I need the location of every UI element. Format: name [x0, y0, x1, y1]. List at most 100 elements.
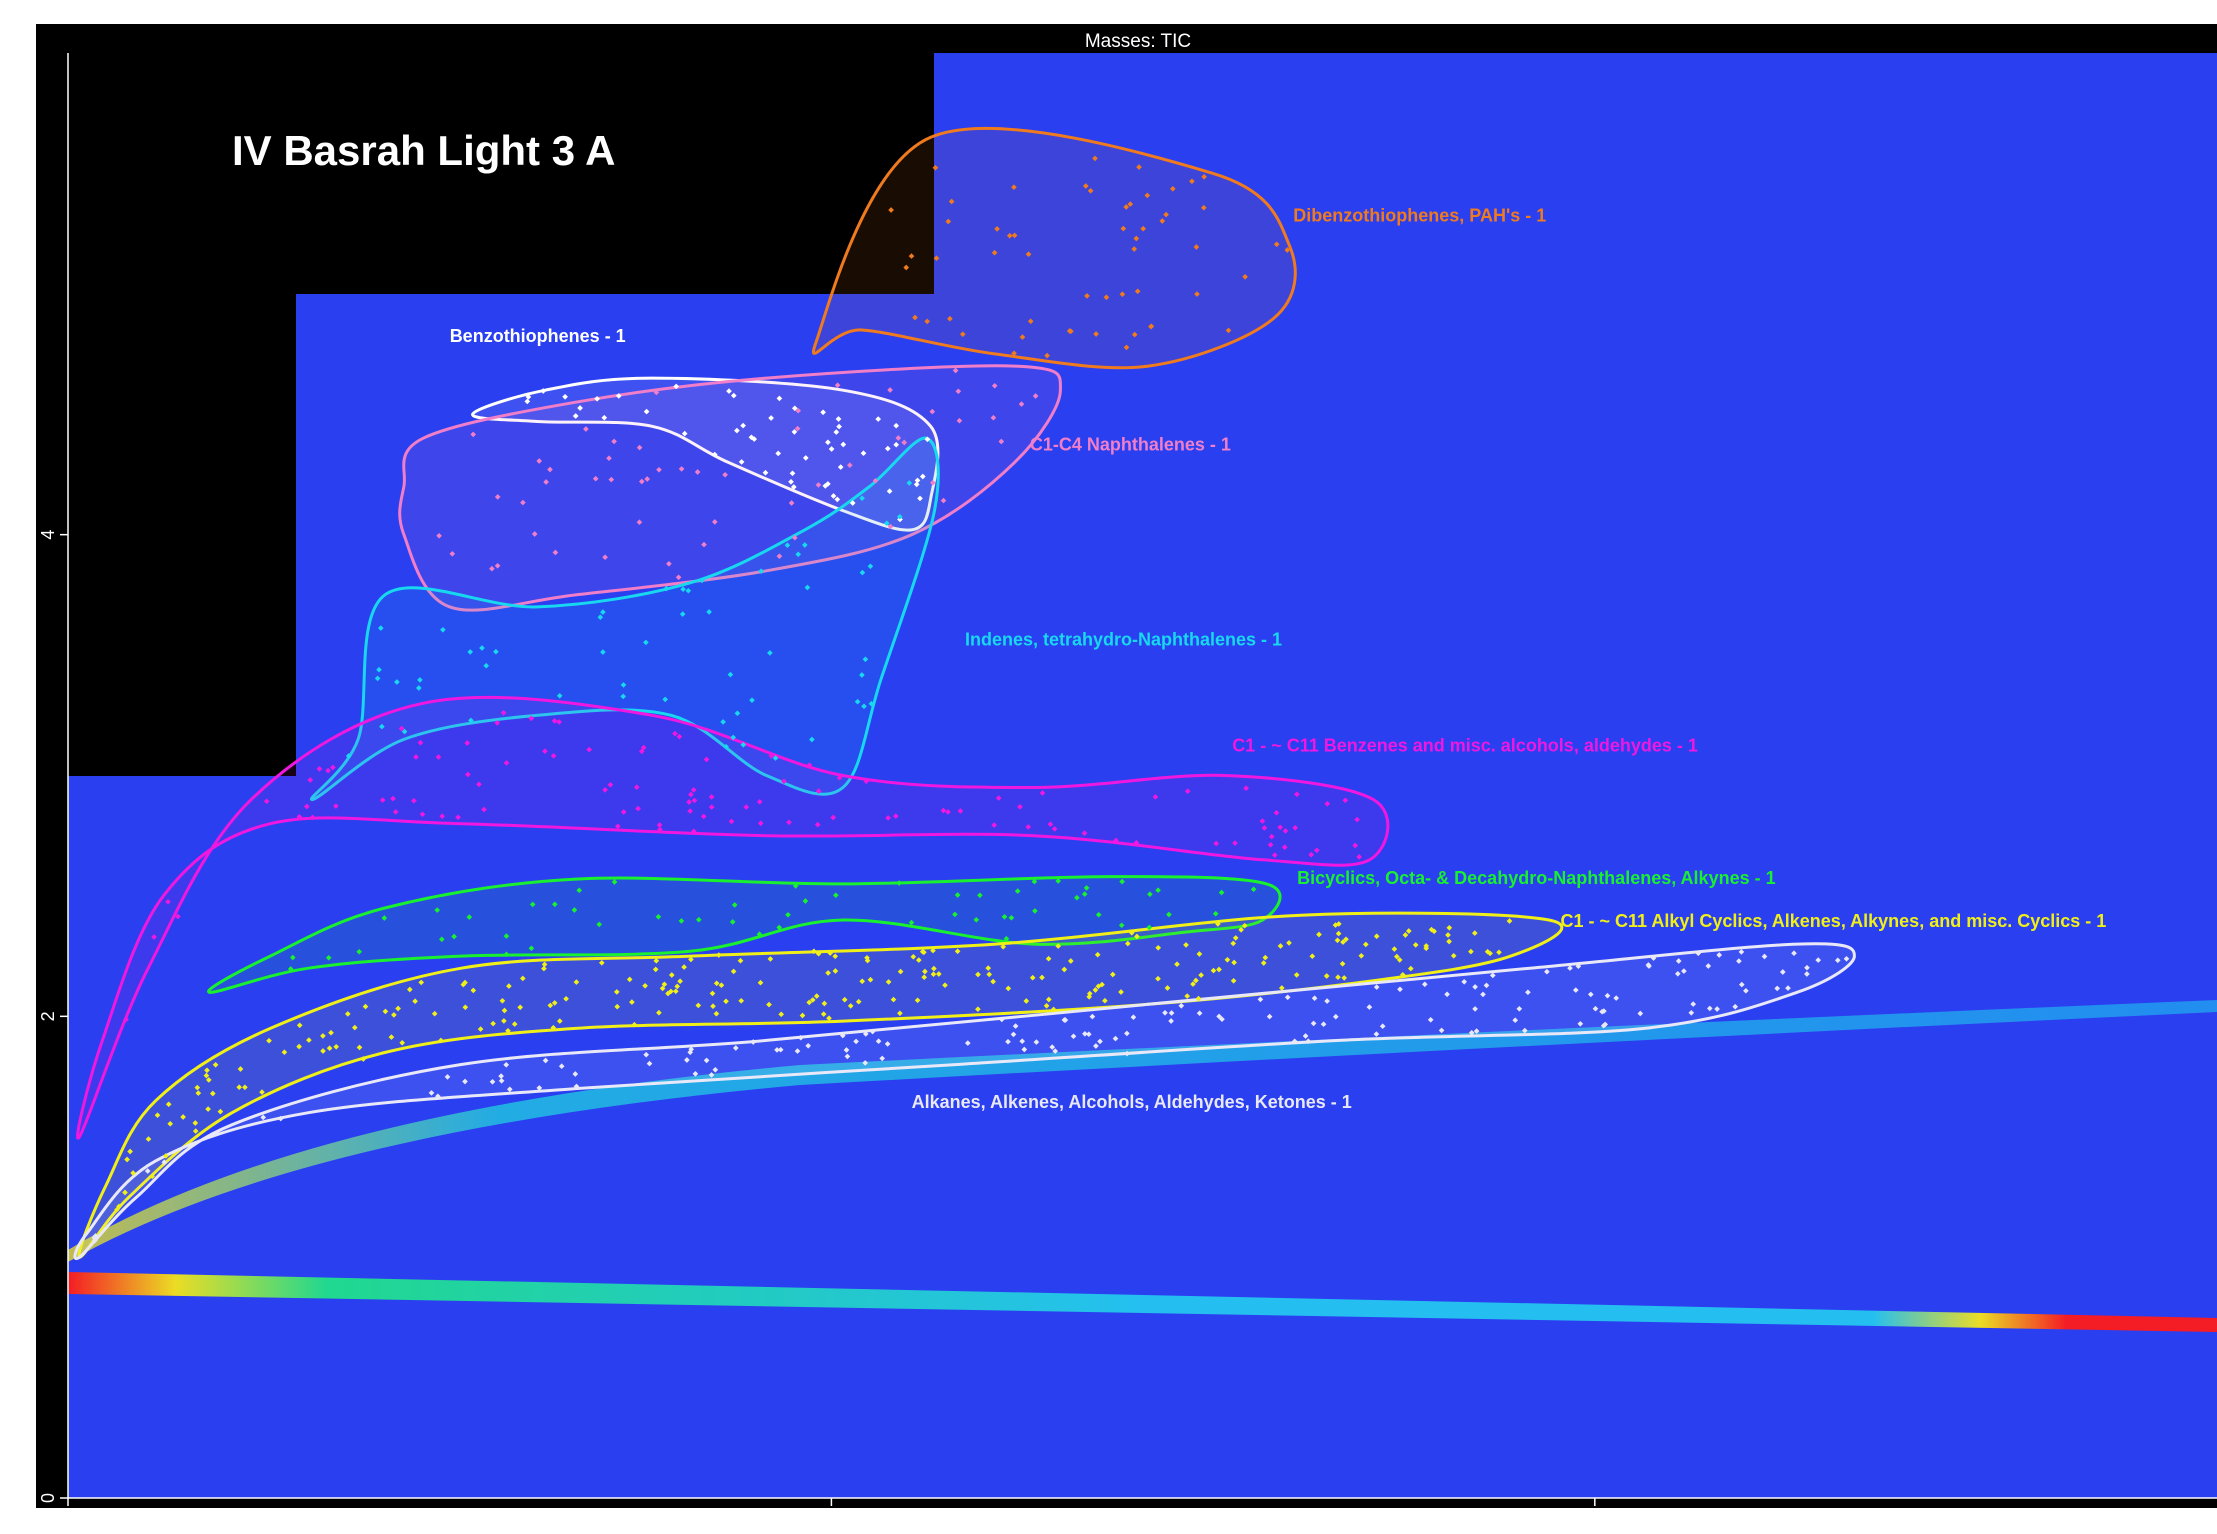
- peak-marker: [954, 948, 961, 955]
- peak-marker: [832, 892, 839, 899]
- peak-marker: [1032, 908, 1038, 914]
- peak-marker: [1087, 187, 1094, 194]
- peak-marker: [1774, 985, 1781, 992]
- peak-marker: [947, 315, 953, 322]
- peak-marker: [1373, 1031, 1380, 1037]
- peak-marker: [466, 914, 473, 920]
- peak-marker: [1309, 953, 1316, 960]
- peak-marker: [863, 778, 870, 785]
- peak-marker: [1184, 993, 1191, 999]
- peak-marker: [1061, 966, 1068, 973]
- peak-marker: [1014, 888, 1021, 894]
- peak-marker: [945, 809, 951, 815]
- peak-marker: [556, 1018, 563, 1024]
- peak-marker: [825, 970, 831, 976]
- peak-marker: [802, 898, 809, 904]
- peak-marker: [552, 549, 559, 556]
- peak-marker: [192, 1128, 199, 1134]
- peak-marker: [1190, 981, 1196, 987]
- peak-marker: [1444, 991, 1450, 998]
- peak-marker: [127, 1148, 133, 1155]
- peak-marker: [930, 947, 936, 954]
- peak-marker: [766, 1001, 772, 1008]
- peak-marker: [1473, 1028, 1480, 1034]
- peak-marker: [672, 730, 678, 737]
- peak-marker: [903, 264, 910, 271]
- peak-marker: [436, 532, 442, 539]
- peak-marker: [476, 781, 482, 788]
- peak-marker: [1196, 951, 1203, 957]
- peak-marker: [722, 471, 728, 478]
- peak-marker: [784, 542, 791, 549]
- peak-marker: [1082, 1030, 1088, 1037]
- peak-marker: [236, 1084, 243, 1091]
- peak-marker: [750, 1039, 757, 1045]
- peak-marker: [728, 818, 735, 825]
- peak-marker: [642, 982, 648, 989]
- peak-marker: [489, 1078, 496, 1085]
- peak-marker: [680, 586, 686, 593]
- peak-marker: [1241, 922, 1248, 929]
- peak-marker: [296, 1043, 302, 1050]
- region-outline: [309, 436, 940, 802]
- peak-marker: [1123, 204, 1130, 210]
- peak-marker: [854, 698, 861, 705]
- peak-marker: [541, 965, 547, 972]
- peak-marker: [908, 253, 915, 259]
- peak-marker: [316, 766, 323, 772]
- peak-marker: [541, 961, 548, 968]
- peak-marker: [1281, 844, 1288, 851]
- peak-marker: [1690, 1001, 1697, 1007]
- peak-marker: [161, 1159, 168, 1166]
- peak-marker: [465, 771, 471, 778]
- peak-marker: [1260, 960, 1267, 966]
- peak-marker: [1008, 914, 1015, 921]
- peak-marker: [901, 439, 908, 446]
- region-label: C1 - ~ C11 Benzenes and misc. alcohols, …: [1232, 735, 1698, 755]
- peak-marker: [1815, 957, 1822, 963]
- peak-marker: [205, 1077, 212, 1083]
- peak-marker: [991, 249, 998, 256]
- peak-marker: [1516, 1005, 1523, 1012]
- peak-marker: [890, 996, 897, 1003]
- peak-marker: [542, 748, 548, 755]
- peak-marker: [686, 799, 692, 805]
- peak-marker: [805, 1042, 812, 1049]
- peak-marker: [888, 207, 894, 213]
- peak-marker: [914, 997, 921, 1004]
- peak-marker: [501, 1007, 508, 1014]
- peak-marker: [571, 907, 578, 913]
- peak-marker: [1134, 933, 1140, 940]
- peak-marker: [896, 513, 903, 520]
- peak-marker: [1525, 989, 1531, 996]
- peak-marker: [859, 569, 866, 576]
- peak-marker: [586, 746, 593, 753]
- peak-marker: [503, 1061, 510, 1068]
- peak-marker: [1544, 968, 1550, 975]
- sample-label: IV Basrah Light 3 A: [232, 127, 616, 174]
- peak-marker: [1273, 241, 1280, 248]
- peak-marker: [1093, 331, 1099, 337]
- peak-marker: [1282, 828, 1289, 834]
- peak-marker: [1113, 837, 1119, 844]
- peak-marker: [855, 998, 862, 1005]
- peak-marker: [892, 813, 899, 819]
- peak-marker: [356, 1044, 363, 1051]
- peak-marker: [734, 710, 741, 717]
- peak-marker: [657, 826, 663, 833]
- peak-marker: [598, 959, 605, 966]
- peak-marker: [1834, 957, 1841, 964]
- peak-marker: [1292, 824, 1299, 831]
- peak-marker: [1124, 1050, 1130, 1057]
- peak-marker: [434, 907, 441, 913]
- peak-marker: [715, 952, 722, 958]
- peak-marker: [124, 1156, 130, 1163]
- peak-marker: [676, 733, 683, 740]
- region-labels: Dibenzothiophenes, PAH's - 1 Benzothiophe…: [450, 206, 2107, 1112]
- peak-marker: [815, 788, 822, 794]
- peak-marker: [613, 989, 620, 995]
- peak-marker: [1005, 1038, 1011, 1045]
- peak-marker: [653, 957, 660, 964]
- peak-marker: [92, 1233, 99, 1239]
- peak-marker: [839, 1032, 846, 1039]
